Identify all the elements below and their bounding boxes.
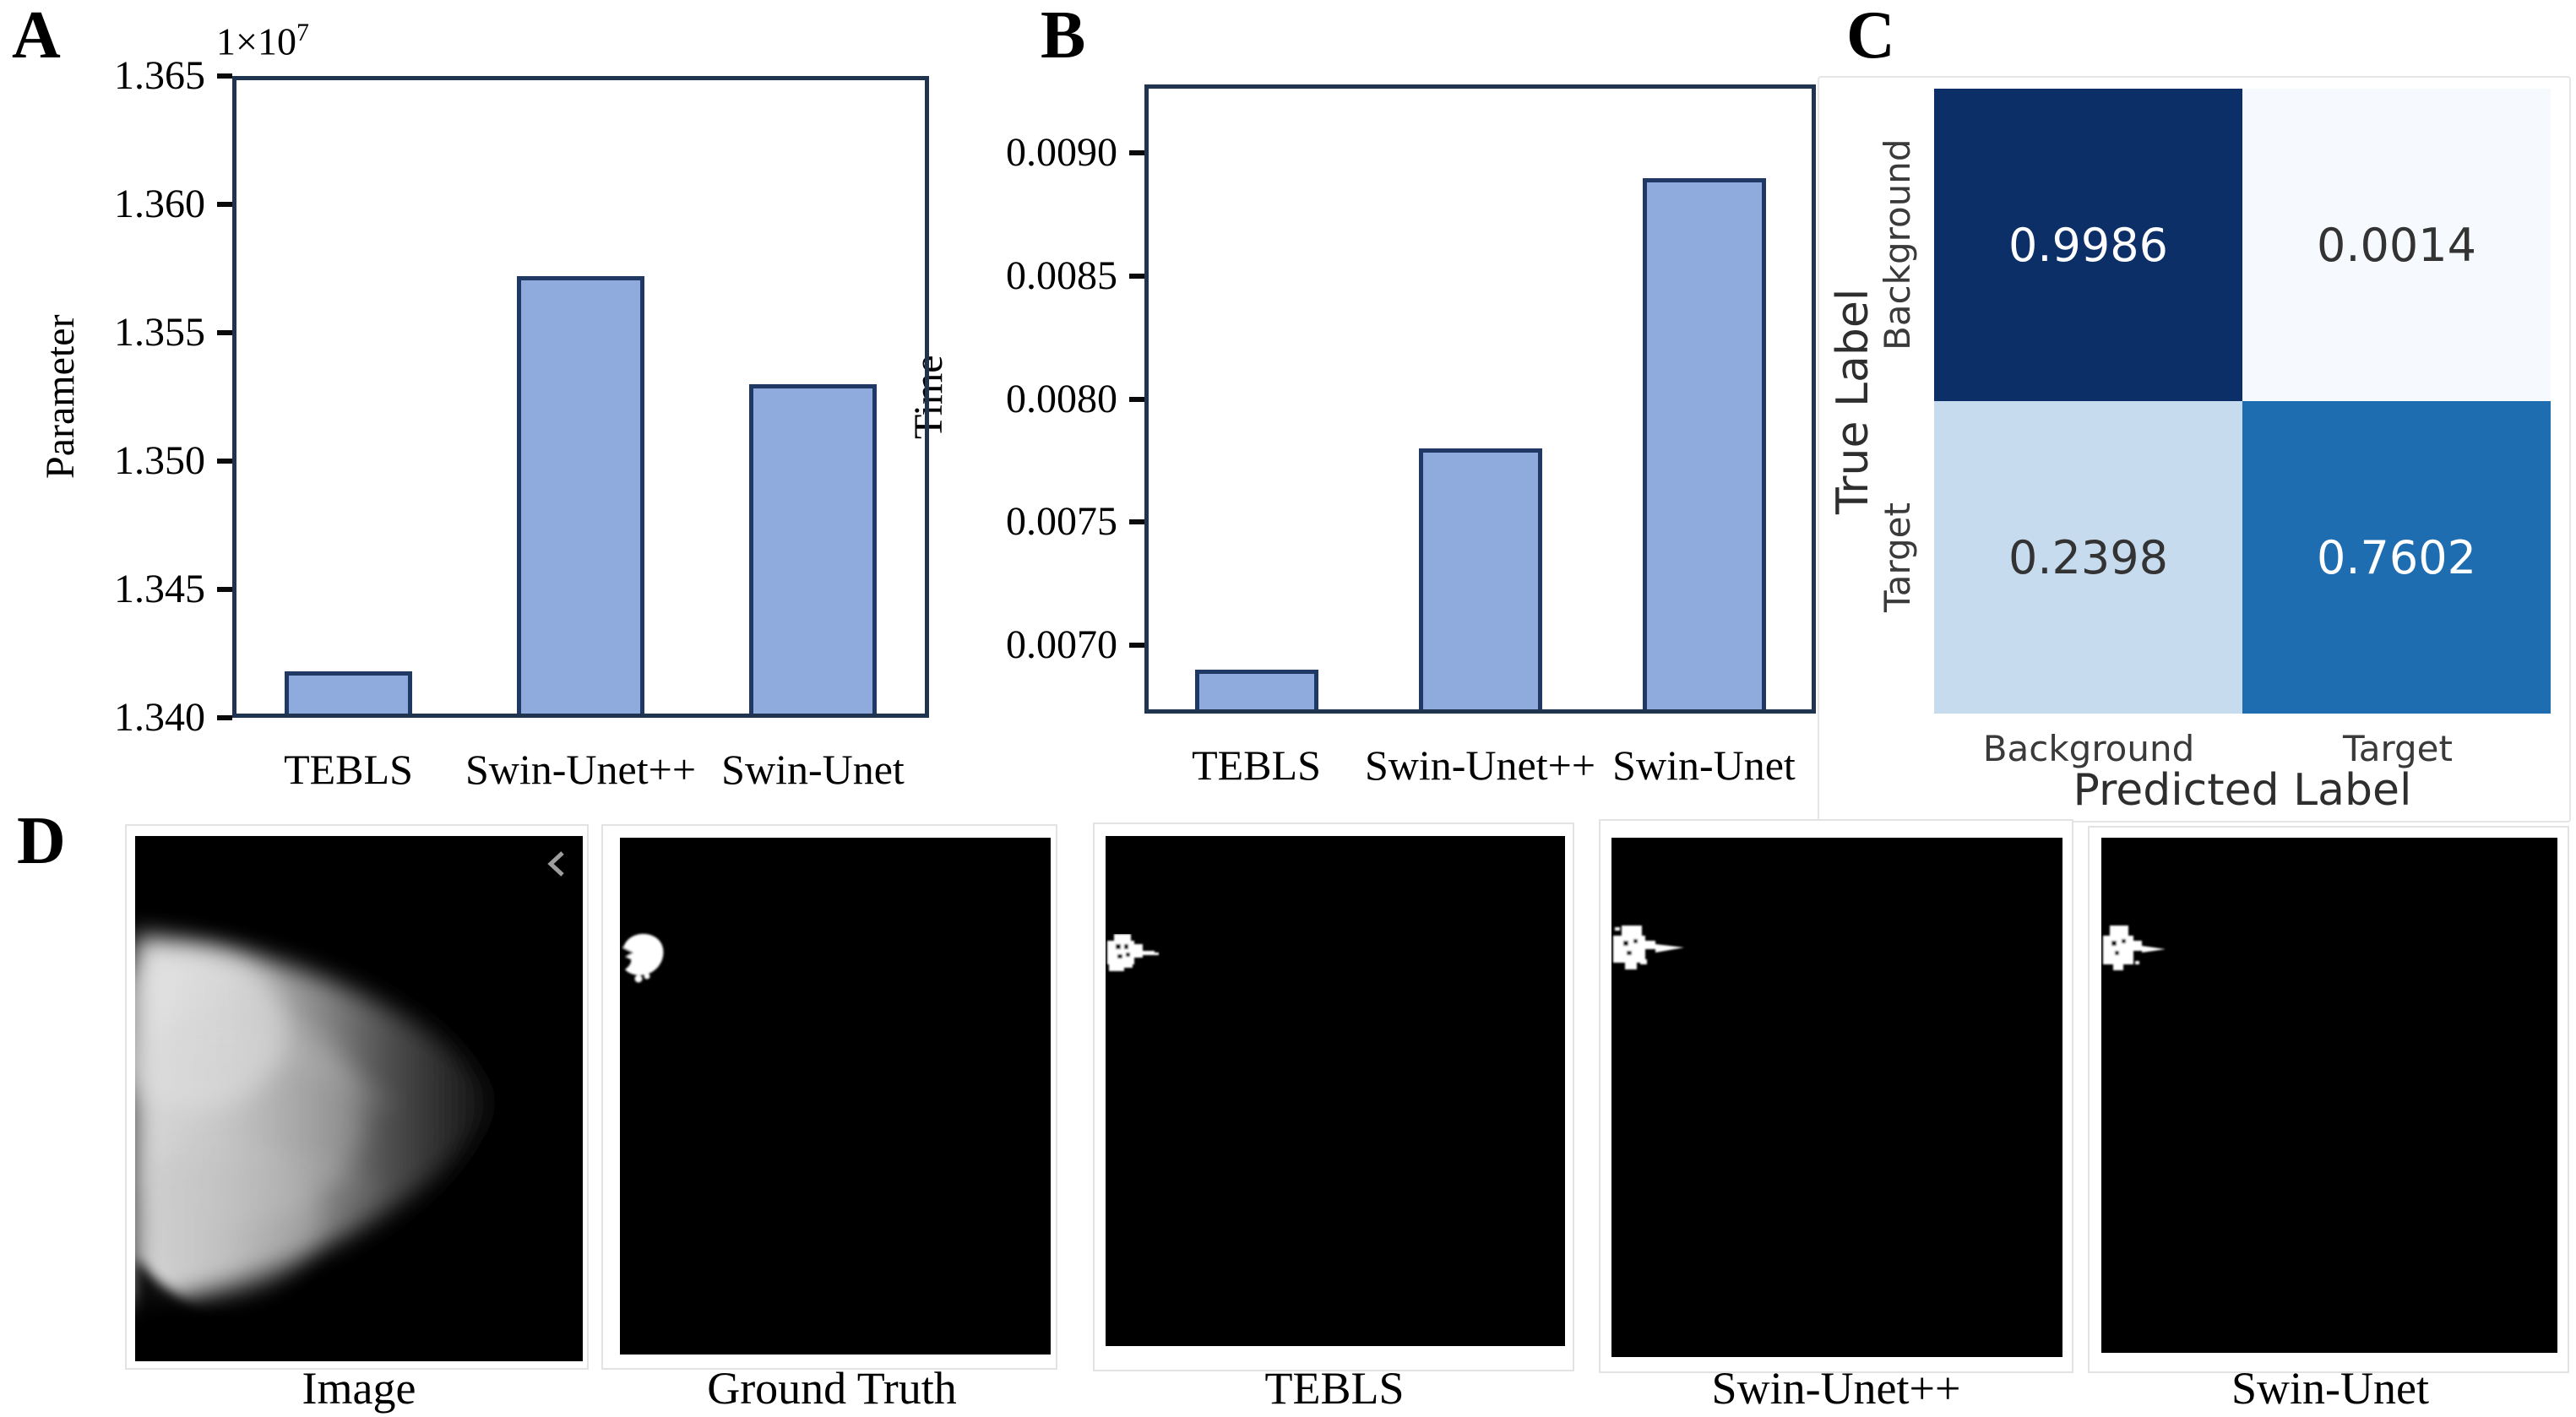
offset-exponent: 7 — [296, 19, 309, 46]
mammogram-graphic — [135, 836, 583, 1361]
ground-truth-blob — [620, 933, 664, 983]
y-tick-mark-1.350 — [217, 459, 232, 464]
y-tick-label-1.350: 1.350 — [114, 438, 205, 483]
caption-image: Image — [302, 1363, 416, 1414]
y-tick-mark-1.355 — [217, 330, 232, 335]
swin-unet-card — [2088, 826, 2569, 1373]
y-tick-mark-1.360 — [217, 202, 232, 207]
cm-xlabel-predicted-label: Predicted Label — [2073, 765, 2412, 816]
caption-swin-unet: Swin-Unet — [2231, 1363, 2429, 1414]
x-tick-label-swin-unet: Swin-Unet++ — [465, 746, 697, 793]
image-card — [125, 824, 589, 1370]
swin-unet-mask — [2101, 838, 2557, 1353]
y-tick-mark-1.345 — [217, 587, 232, 592]
mammogram-image — [135, 836, 583, 1361]
y-tick-mark-1.365 — [217, 73, 232, 79]
bar-tebls — [285, 671, 412, 718]
caption-ground-truth: Ground Truth — [707, 1363, 957, 1414]
panel-d-label: D — [17, 804, 66, 878]
caption-swin-unet-pp: Swin-Unet++ — [1711, 1363, 1961, 1414]
y-tick-mark-0.0070 — [1129, 642, 1144, 648]
tebls-blob — [1107, 934, 1159, 971]
panel-c-label: C — [1846, 0, 1895, 73]
bar-swin-unet — [1418, 448, 1542, 714]
cm-cell-target-target: 0.7602 — [2242, 401, 2551, 714]
y-tick-mark-1.340 — [217, 715, 232, 720]
y-tick-mark-0.0090 — [1129, 150, 1144, 156]
chevron-left-icon — [547, 851, 564, 877]
cm-col-label-background: Background — [1982, 728, 2195, 769]
y-tick-mark-0.0085 — [1129, 273, 1144, 279]
x-tick-label-swin-unet: Swin-Unet — [1612, 741, 1796, 789]
y-tick-label-0.0070: 0.0070 — [1006, 622, 1117, 667]
swin-unet-blob — [2103, 926, 2166, 970]
cm-cell-target-bg: 0.2398 — [1934, 401, 2242, 714]
y-tick-label-1.355: 1.355 — [114, 310, 205, 355]
y-axis-offset-text: 1×107 — [216, 19, 309, 63]
cm-cell-bg-target: 0.0014 — [2242, 89, 2551, 401]
bar-tebls — [1194, 669, 1318, 714]
panel-a-label: A — [12, 0, 61, 73]
caption-tebls: TEBLS — [1264, 1363, 1405, 1414]
bar-swin-unet — [749, 383, 877, 718]
y-tick-label-0.0085: 0.0085 — [1006, 252, 1117, 298]
swin-unet-pp-blob — [1613, 926, 1684, 969]
parameter-bar-chart-plot: 1.340 1.345 1.350 1.355 1.360 1.365 TEBLS Swin-… — [114, 56, 929, 793]
tebls-mask — [1106, 836, 1565, 1346]
x-tick-label-swin-unet: Swin-Unet — [721, 746, 905, 793]
tebls-card — [1093, 823, 1574, 1371]
swin-unet-pp-card — [1599, 819, 2073, 1373]
y-tick-label-1.365: 1.365 — [114, 53, 205, 98]
offset-base: 1×10 — [216, 19, 296, 63]
time-bar-chart-plot: 0.0070 0.0075 0.0080 0.0085 0.0090 TEBLS Swin-… — [1006, 84, 1816, 789]
y-tick-label-0.0080: 0.0080 — [1006, 376, 1117, 421]
y-tick-label-0.0090: 0.0090 — [1006, 130, 1117, 176]
panel-b-label: B — [1041, 0, 1086, 73]
y-tick-label-1.340: 1.340 — [114, 695, 205, 740]
swin-unet-pp-mask — [1611, 838, 2062, 1357]
x-tick-label-tebls: TEBLS — [1192, 741, 1321, 789]
cm-col-label-target: Target — [2343, 728, 2453, 769]
bar-swin-unet — [1642, 177, 1766, 714]
y-tick-label-0.0075: 0.0075 — [1006, 499, 1117, 544]
ground-truth-card — [601, 824, 1057, 1370]
y-tick-label-1.360: 1.360 — [114, 182, 205, 226]
ground-truth-mask — [620, 838, 1051, 1355]
cm-cell-bg-bg: 0.9986 — [1934, 89, 2242, 401]
cm-row-label-background: Background — [1877, 138, 1918, 351]
confusion-matrix-heatmap: 0.9986 0.0014 0.2398 0.7602 — [1934, 89, 2551, 714]
x-tick-label-swin-unet: Swin-Unet++ — [1364, 741, 1596, 789]
x-tick-label-tebls: TEBLS — [284, 746, 413, 793]
cm-row-label-target: Target — [1877, 502, 1918, 612]
y-tick-mark-0.0075 — [1129, 519, 1144, 524]
y-tick-label-1.345: 1.345 — [114, 567, 205, 611]
cm-ylabel-true-label: True Label — [1828, 288, 1878, 514]
bar-swin-unet — [517, 276, 644, 718]
y-tick-mark-0.0080 — [1129, 396, 1144, 402]
